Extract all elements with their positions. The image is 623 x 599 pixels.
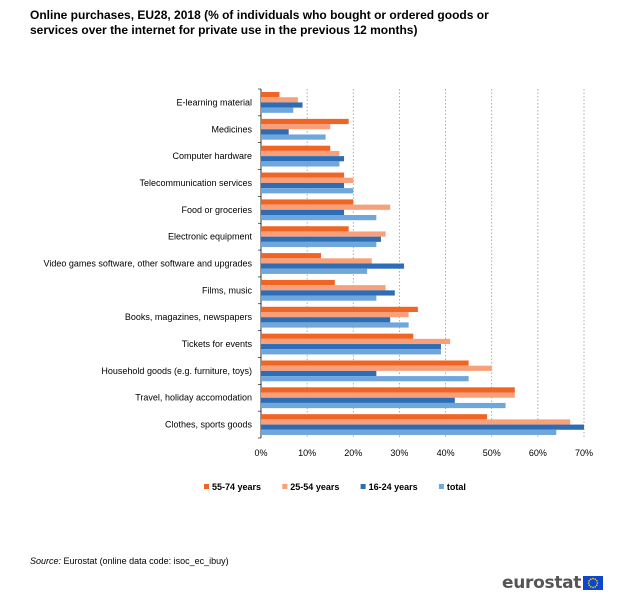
legend-label: 16-24 years: [369, 482, 418, 492]
bar: [261, 150, 340, 157]
bar: [261, 365, 492, 371]
category-label: E-learning material: [176, 97, 252, 107]
bar: [261, 199, 354, 205]
bar: [261, 333, 414, 339]
legend-swatch: [204, 484, 209, 489]
bar: [261, 424, 584, 430]
bar: [261, 263, 405, 269]
category-label: Travel, holiday accomodation: [135, 393, 252, 403]
bar: [261, 419, 571, 425]
bar-chart: 0% 10% 20% 30% 40% 50% 60% 70% E-learning materi…: [44, 88, 593, 492]
bar: [261, 156, 345, 162]
eu-flag-icon: [583, 576, 604, 590]
bar: [261, 145, 331, 151]
bar: [261, 188, 354, 194]
bar: [261, 118, 349, 125]
bar: [261, 306, 418, 312]
bar: [261, 97, 298, 103]
bar: [261, 338, 451, 345]
chart-title: Online purchases, EU28, 2018 (% of indiv…: [30, 8, 610, 38]
bar: [261, 290, 395, 296]
bar: [261, 177, 354, 183]
bar: [261, 231, 386, 237]
bar: [261, 124, 331, 130]
bar: [261, 253, 321, 259]
bar: [261, 92, 280, 98]
bar: [261, 134, 326, 140]
x-tick-label: 50%: [483, 448, 501, 458]
bar: [261, 387, 515, 393]
bar: [261, 215, 377, 221]
legend-label: 55-74 years: [212, 482, 261, 492]
x-tick-label: 60%: [529, 448, 547, 458]
source-text: Eurostat (online data code: isoc_ec_ibuy…: [63, 556, 229, 566]
x-tick-label: 30%: [390, 448, 408, 458]
category-label: Computer hardware: [172, 151, 252, 161]
bar: [261, 161, 340, 167]
bar: [261, 349, 441, 355]
category-label: Video games software, other software and…: [44, 259, 253, 269]
bar: [261, 344, 441, 350]
category-label: Tickets for events: [182, 339, 253, 349]
bar: [261, 102, 303, 108]
bar: [261, 376, 469, 382]
eurostat-logo: eurostat: [502, 573, 604, 593]
bar: [261, 241, 377, 248]
bar: [261, 279, 335, 286]
x-tick-label: 20%: [344, 448, 362, 458]
legend-label: total: [447, 482, 466, 492]
bar: [261, 322, 409, 328]
bar: [261, 226, 349, 232]
logo-text: eurostat: [502, 573, 582, 593]
category-label: Electronic equipment: [168, 232, 253, 242]
bar: [261, 285, 386, 291]
bar: [261, 397, 455, 403]
category-label: Food or groceries: [181, 205, 252, 215]
bar: [261, 295, 377, 301]
chart-title-line-1: Online purchases, EU28, 2018 (% of indiv…: [30, 8, 489, 22]
bar: [261, 204, 391, 210]
legend-swatch: [282, 484, 288, 489]
bar: [261, 429, 557, 435]
category-label: Films, music: [202, 285, 252, 295]
bar: [261, 360, 469, 366]
bar: [261, 268, 368, 274]
bar: [261, 370, 377, 377]
bar: [261, 414, 488, 420]
bar: [261, 236, 381, 242]
x-tick-label: 0%: [254, 448, 267, 458]
bar: [261, 392, 515, 398]
category-label: Clothes, sports goods: [165, 420, 253, 430]
bar: [261, 258, 372, 264]
chart-title-line-2: services over the internet for private u…: [30, 23, 418, 37]
category-label: Telecommunication services: [139, 178, 252, 188]
bar: [261, 402, 506, 409]
bar: [261, 172, 345, 178]
x-tick-label: 40%: [437, 448, 455, 458]
bar: [261, 107, 294, 113]
bar: [261, 129, 289, 135]
legend-label: 25-54 years: [290, 482, 339, 492]
legend-swatch: [360, 484, 366, 489]
bar: [261, 311, 409, 318]
legend-swatch: [438, 484, 444, 489]
bar: [261, 317, 391, 323]
source-label: Source:: [30, 556, 62, 566]
source-note: Source: Eurostat (online data code: isoc…: [30, 556, 229, 566]
category-label: Household goods (e.g. furniture, toys): [101, 366, 252, 376]
x-tick-label: 70%: [575, 448, 593, 458]
bar: [261, 182, 345, 189]
category-label: Medicines: [211, 124, 252, 134]
bar: [261, 209, 345, 216]
x-tick-label: 10%: [298, 448, 316, 458]
category-label: Books, magazines, newspapers: [125, 312, 253, 322]
